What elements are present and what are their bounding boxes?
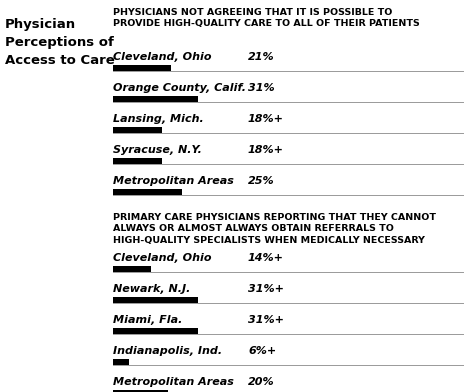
Text: 31%: 31% — [248, 83, 275, 93]
Bar — [113, 359, 129, 365]
Text: 6%+: 6%+ — [248, 346, 276, 356]
Text: Syracuse, N.Y.: Syracuse, N.Y. — [113, 145, 202, 155]
Bar — [113, 266, 151, 272]
Bar — [113, 189, 182, 195]
Text: Metropolitan Areas: Metropolitan Areas — [113, 176, 234, 186]
Text: Orange County, Calif.: Orange County, Calif. — [113, 83, 246, 93]
Bar — [113, 65, 171, 71]
Bar — [113, 390, 168, 392]
Bar — [113, 297, 198, 303]
Text: Metropolitan Areas: Metropolitan Areas — [113, 377, 234, 387]
Text: 20%: 20% — [248, 377, 275, 387]
Bar — [113, 158, 162, 164]
Text: 18%+: 18%+ — [248, 145, 284, 155]
Text: 31%+: 31%+ — [248, 284, 284, 294]
Text: Cleveland, Ohio: Cleveland, Ohio — [113, 253, 212, 263]
Text: Newark, N.J.: Newark, N.J. — [113, 284, 190, 294]
Text: Indianapolis, Ind.: Indianapolis, Ind. — [113, 346, 222, 356]
Text: 25%: 25% — [248, 176, 275, 186]
Text: PRIMARY CARE PHYSICIANS REPORTING THAT THEY CANNOT
ALWAYS OR ALMOST ALWAYS OBTAI: PRIMARY CARE PHYSICIANS REPORTING THAT T… — [113, 213, 436, 245]
Text: Cleveland, Ohio: Cleveland, Ohio — [113, 52, 212, 62]
Bar — [113, 328, 198, 334]
Bar — [113, 127, 162, 133]
Text: Physician
Perceptions of
Access to Care: Physician Perceptions of Access to Care — [5, 18, 115, 67]
Bar — [113, 96, 198, 102]
Text: PHYSICIANS NOT AGREEING THAT IT IS POSSIBLE TO
PROVIDE HIGH-QUALITY CARE TO ALL : PHYSICIANS NOT AGREEING THAT IT IS POSSI… — [113, 8, 420, 29]
Text: 18%+: 18%+ — [248, 114, 284, 124]
Text: 14%+: 14%+ — [248, 253, 284, 263]
Text: Lansing, Mich.: Lansing, Mich. — [113, 114, 204, 124]
Text: Miami, Fla.: Miami, Fla. — [113, 315, 182, 325]
Text: 31%+: 31%+ — [248, 315, 284, 325]
Text: 21%: 21% — [248, 52, 275, 62]
